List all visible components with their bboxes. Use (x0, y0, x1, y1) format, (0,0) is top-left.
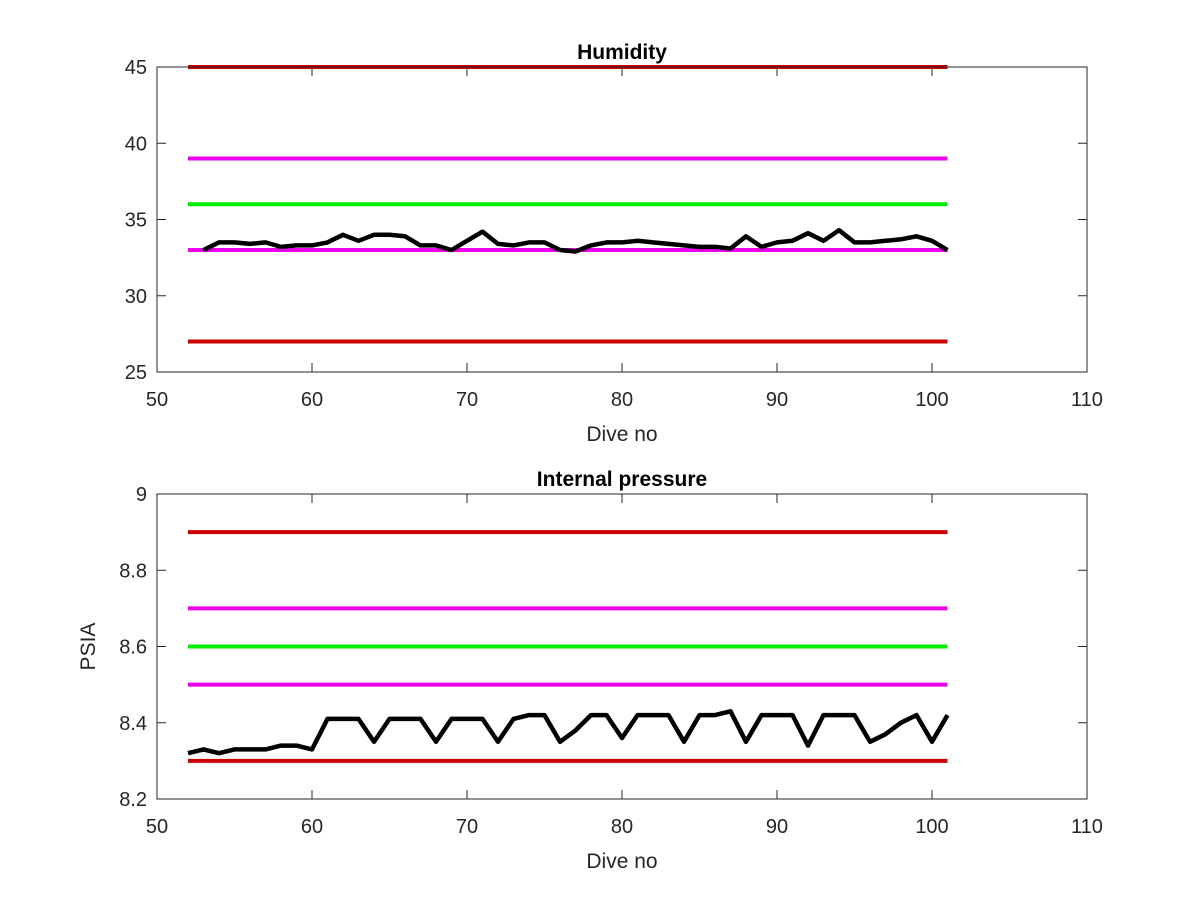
humidity-y-tick-label: 40 (125, 133, 147, 155)
pressure-x-axis-label: Dive no (586, 850, 657, 873)
humidity-chart-title: Humidity (577, 41, 667, 64)
humidity-x-tick-label: 70 (456, 389, 478, 411)
pressure-x-tick-label: 70 (456, 816, 478, 838)
humidity-y-tick-label: 45 (125, 57, 147, 79)
pressure-y-tick-label: 8.2 (119, 789, 147, 811)
humidity-y-tick-label: 30 (125, 286, 147, 308)
pressure-x-tick-label: 110 (1071, 816, 1103, 838)
humidity-y-tick-label: 35 (125, 210, 147, 232)
humidity-x-tick-label: 60 (301, 389, 323, 411)
pressure-series-layer (187, 530, 950, 763)
pressure-x-tick-label: 50 (146, 816, 168, 838)
humidity-axes-box (156, 66, 1088, 373)
pressure-ticks-layer: 50 60 70 80 90 100 110 8.2 8.4 8.6 8.8 9 (119, 484, 1103, 838)
pressure-x-tick-label: 60 (301, 816, 323, 838)
humidity-x-tick-label: 110 (1071, 389, 1103, 411)
pressure-axes-box (156, 493, 1088, 800)
humidity-ticks-layer: 50 60 70 80 90 100 110 25 30 35 40 45 (125, 57, 1103, 411)
humidity-x-tick-label: 90 (766, 389, 788, 411)
pressure-y-tick-label: 8.6 (119, 637, 147, 659)
humidity-y-tick-label: 25 (125, 362, 147, 384)
pressure-x-tick-label: 100 (915, 816, 948, 838)
humidity-x-tick-label: 100 (915, 389, 948, 411)
internal-pressure-plot: 50 60 70 80 90 100 110 8.2 8.4 8.6 8.8 9 Internal p… (77, 468, 1103, 873)
humidity-x-axis-label: Dive no (586, 423, 657, 446)
pressure-chart-title: Internal pressure (537, 468, 707, 491)
humidity-plot: 50 60 70 80 90 100 110 25 30 35 40 45 Humidity Dive… (125, 41, 1103, 446)
humidity-data-line (202, 227, 949, 254)
pressure-x-tick-label: 80 (611, 816, 633, 838)
pressure-data-line (187, 709, 950, 756)
pressure-y-tick-label: 9 (136, 484, 147, 506)
humidity-x-tick-label: 50 (146, 389, 168, 411)
humidity-x-tick-label: 80 (611, 389, 633, 411)
pressure-x-tick-label: 90 (766, 816, 788, 838)
pressure-y-axis-label: PSIA (77, 623, 100, 671)
humidity-axes-box (156, 66, 1088, 373)
pressure-y-tick-label: 8.8 (119, 560, 147, 582)
pressure-y-tick-label: 8.4 (119, 713, 147, 735)
